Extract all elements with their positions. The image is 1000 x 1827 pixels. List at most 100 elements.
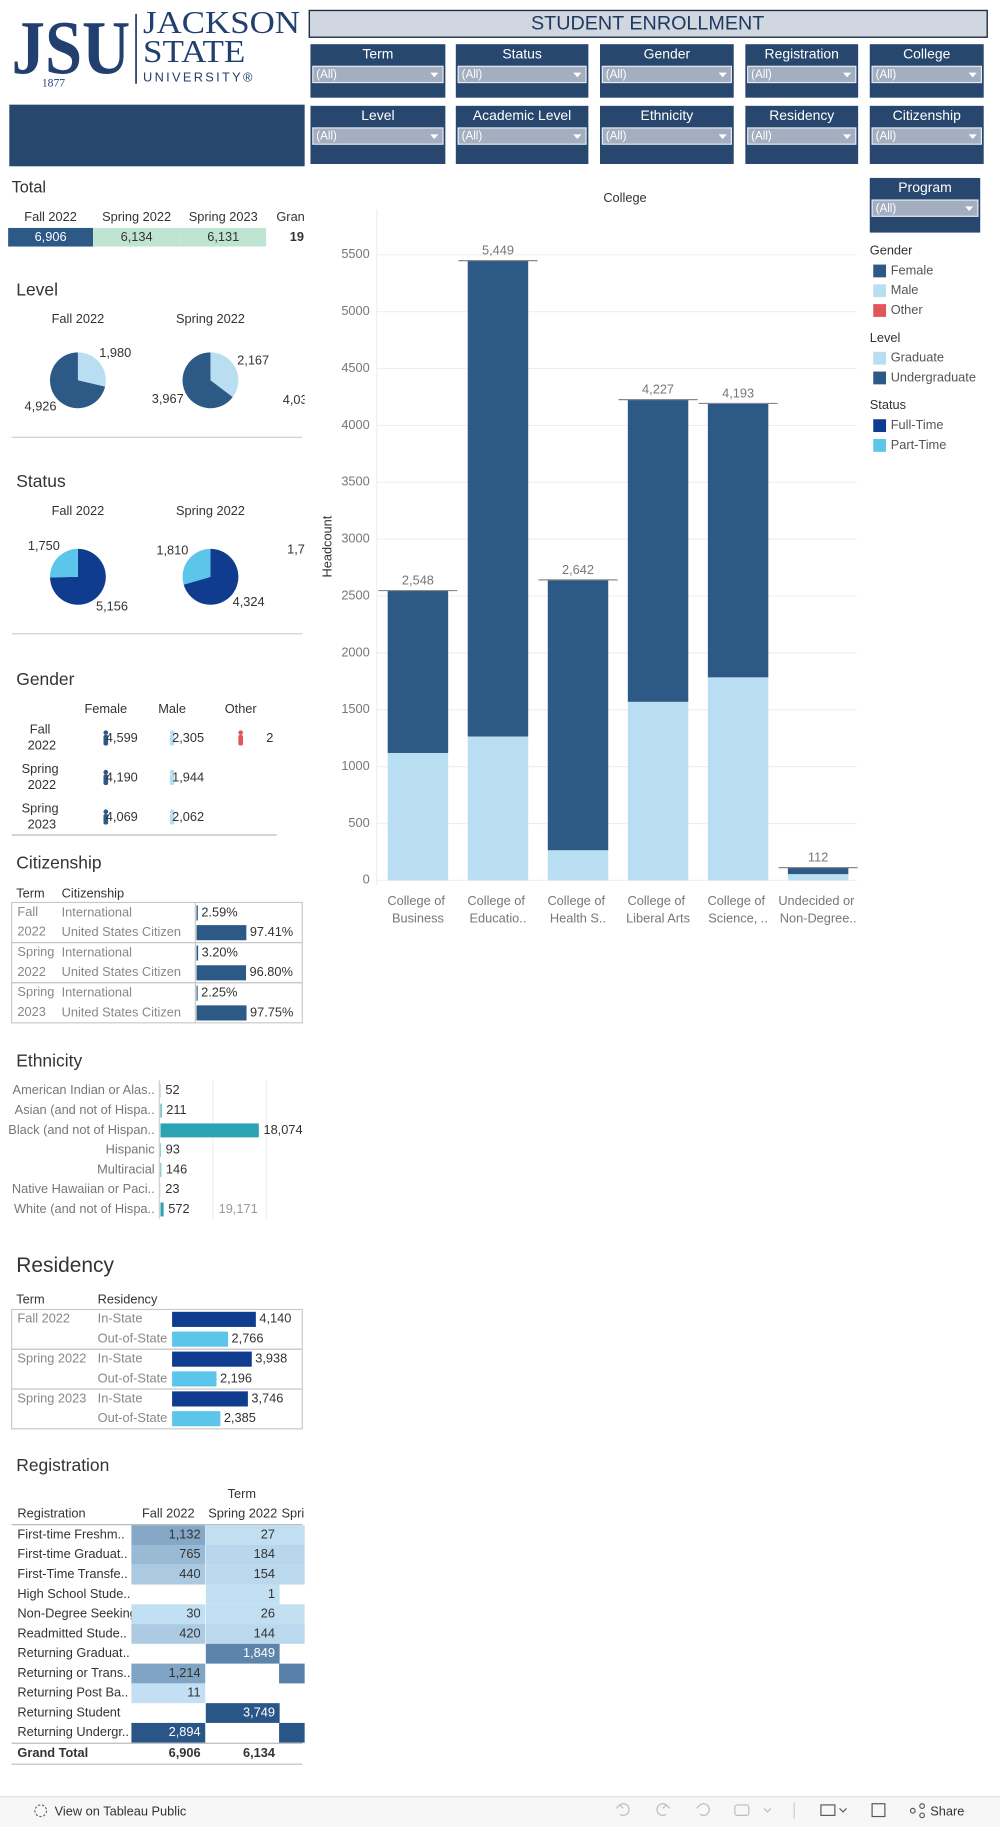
- filter-dropdown[interactable]: [747, 65, 857, 84]
- row-label: Returning Undergr..: [17, 1724, 129, 1739]
- person-icon: [103, 734, 109, 746]
- legend: Gender Female Male Other Level Graduate Underg…: [870, 243, 976, 452]
- cell-value: 30: [334, 1526, 348, 1541]
- logo-line: JACKSON: [143, 5, 300, 40]
- comment-icon[interactable]: [820, 1804, 836, 1816]
- filter-dropdown[interactable]: [457, 65, 587, 84]
- filter-dropdown[interactable]: [601, 127, 732, 145]
- bar-label: 3,746: [251, 1390, 283, 1405]
- dropdown-caret[interactable]: [968, 134, 977, 139]
- filter-dropdown[interactable]: [601, 65, 732, 84]
- share-icon[interactable]: [919, 1803, 926, 1809]
- filter-dropdown[interactable]: [312, 127, 444, 145]
- person-icon: [169, 774, 175, 785]
- filter-dropdown[interactable]: [457, 127, 587, 145]
- dropdown-caret[interactable]: [430, 134, 439, 139]
- dropdown-caret[interactable]: [843, 134, 852, 139]
- person-icon: [169, 734, 175, 746]
- college-chart: College Headcount 0 500 1000 1500 2000 2500 3000…: [319, 190, 858, 925]
- dropdown-caret[interactable]: [968, 72, 977, 78]
- dropdown-caret[interactable]: [718, 134, 727, 139]
- y-tick-label: 3000: [341, 531, 369, 546]
- person-icon: [169, 814, 175, 825]
- bar: [196, 945, 199, 961]
- filter-dropdown[interactable]: [871, 127, 982, 145]
- dropdown-caret[interactable]: [965, 206, 974, 212]
- gender-value: 4,069: [106, 809, 138, 824]
- row-label: Native Hawaiian or Paci..: [12, 1181, 155, 1196]
- total-value: 6,131: [207, 229, 239, 244]
- person-icon: [169, 809, 175, 815]
- row-label: Black (and not of Hispan..: [8, 1122, 154, 1137]
- total-cell: [266, 227, 305, 247]
- legend-label: Full-Time: [891, 417, 944, 432]
- legend-label: Undergraduate: [891, 369, 976, 384]
- legend-swatch: [873, 264, 887, 278]
- row-label: Readmitted Stude..: [17, 1625, 126, 1640]
- pie-header: Spring 2022: [176, 503, 245, 518]
- heat-cell: [205, 1584, 280, 1605]
- row-label: United States Citizen: [62, 924, 181, 939]
- row-label: Returning Graduat..: [17, 1645, 129, 1660]
- filter-dropdown[interactable]: [871, 199, 979, 217]
- heat-cell: [279, 1722, 305, 1743]
- view-link[interactable]: View on Tableau Public: [55, 1803, 187, 1818]
- y-tick-label: 5500: [341, 246, 369, 261]
- caret[interactable]: [839, 1807, 847, 1813]
- row-header: Registration: [17, 1506, 85, 1521]
- row-label: First-time Freshm..: [17, 1526, 124, 1541]
- bar-segment: [467, 260, 529, 737]
- filter-label: Level: [361, 107, 394, 123]
- share-icon[interactable]: [919, 1812, 926, 1819]
- tableau-icon[interactable]: [34, 1804, 48, 1818]
- dropdown-caret[interactable]: [843, 72, 852, 78]
- column-header: Female: [85, 701, 128, 716]
- pie-label: 5,156: [96, 598, 128, 613]
- dropdown-caret[interactable]: [573, 134, 582, 139]
- pie-label: 2,100: [367, 351, 399, 366]
- heat-cell: [205, 1703, 280, 1723]
- row-label: Spring 2023: [22, 801, 62, 832]
- cell-value: 440: [179, 1566, 200, 1581]
- row-label: Out-of-State: [98, 1410, 168, 1425]
- row-label: Non-Degree Seeking: [17, 1606, 136, 1621]
- grand-total-value: 6,906: [169, 1745, 201, 1760]
- bar-label: 3,938: [255, 1351, 287, 1366]
- person-icon: [103, 814, 109, 825]
- heat-cell: [131, 1722, 206, 1743]
- redo-icon[interactable]: [656, 1803, 671, 1816]
- pie-slice: [50, 548, 106, 605]
- pie-slice: [210, 352, 239, 398]
- dropdown-caret[interactable]: [430, 72, 439, 78]
- fullscreen-icon[interactable]: [871, 1803, 886, 1818]
- share-link[interactable]: Share: [930, 1803, 964, 1818]
- legend-swatch: [873, 351, 887, 365]
- row-label: United States Citizen: [62, 964, 181, 979]
- filter-dropdown[interactable]: [747, 127, 857, 145]
- filter-label: College: [903, 45, 951, 61]
- undo-icon[interactable]: [615, 1803, 630, 1816]
- y-tick-label: 4000: [341, 417, 369, 432]
- pie-slice: [50, 548, 78, 578]
- bar-segment: [787, 874, 849, 881]
- filter-label: Citizenship: [893, 107, 961, 123]
- refresh-icon[interactable]: [734, 1804, 750, 1816]
- cell-value: 26: [261, 1606, 275, 1621]
- filter-label: Status: [502, 45, 542, 61]
- filter-dropdown[interactable]: [871, 65, 982, 84]
- legend-title: Level: [870, 330, 901, 345]
- heat-cell: [205, 1564, 280, 1585]
- cell-value: 27: [261, 1526, 275, 1541]
- column-header: Fall 2022: [142, 1506, 195, 1521]
- dropdown-caret[interactable]: [573, 72, 582, 78]
- bar-segment: [387, 752, 449, 881]
- revert-icon[interactable]: [696, 1803, 710, 1816]
- legend-swatch: [873, 439, 887, 452]
- caret[interactable]: [763, 1807, 772, 1813]
- bar-label: 93: [166, 1142, 180, 1157]
- share-icon[interactable]: [909, 1807, 916, 1814]
- grand-total-value: 6,131: [316, 1745, 348, 1760]
- filter-dropdown[interactable]: [312, 65, 444, 84]
- row-label: High School Stude..: [17, 1586, 130, 1601]
- dropdown-caret[interactable]: [718, 72, 727, 78]
